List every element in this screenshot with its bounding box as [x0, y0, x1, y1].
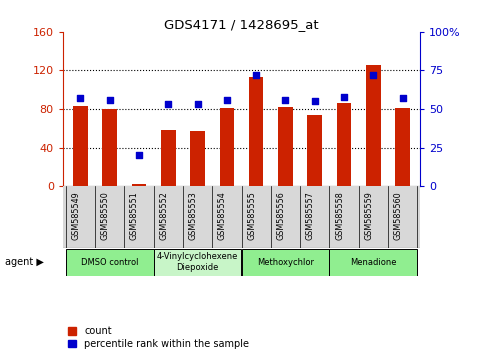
- Point: [252, 72, 260, 78]
- Text: DMSO control: DMSO control: [81, 258, 139, 267]
- Text: GSM585556: GSM585556: [276, 191, 285, 240]
- Bar: [337, 103, 351, 186]
- Bar: [73, 106, 88, 186]
- Point: [223, 97, 231, 103]
- Text: Menadione: Menadione: [350, 258, 397, 267]
- Text: GSM585550: GSM585550: [100, 191, 110, 240]
- Bar: [278, 107, 293, 186]
- Point: [369, 72, 377, 78]
- Bar: [161, 130, 176, 186]
- Point: [399, 96, 407, 101]
- Point: [164, 102, 172, 107]
- Bar: [102, 109, 117, 186]
- Bar: [132, 184, 146, 186]
- Bar: [154, 249, 242, 275]
- Text: GSM585553: GSM585553: [188, 191, 198, 240]
- Text: GSM585551: GSM585551: [130, 191, 139, 240]
- Text: Methoxychlor: Methoxychlor: [257, 258, 314, 267]
- Text: GSM585558: GSM585558: [335, 191, 344, 240]
- Point: [340, 94, 348, 99]
- Text: GSM585552: GSM585552: [159, 191, 168, 240]
- Bar: [66, 249, 154, 275]
- Text: GSM585559: GSM585559: [364, 191, 373, 240]
- Point: [135, 153, 143, 158]
- Bar: [395, 108, 410, 186]
- Text: GSM585557: GSM585557: [306, 191, 315, 240]
- Point: [76, 96, 84, 101]
- Point: [282, 97, 289, 103]
- Point: [106, 97, 114, 103]
- Text: GSM585554: GSM585554: [218, 191, 227, 240]
- Text: agent ▶: agent ▶: [5, 257, 43, 267]
- Bar: [329, 249, 417, 275]
- Text: GSM585555: GSM585555: [247, 191, 256, 240]
- Bar: [220, 108, 234, 186]
- Text: GSM585549: GSM585549: [71, 191, 80, 240]
- Text: GSM585560: GSM585560: [394, 191, 403, 240]
- Point: [194, 102, 201, 107]
- Text: 4-Vinylcyclohexene
Diepoxide: 4-Vinylcyclohexene Diepoxide: [157, 252, 238, 272]
- Bar: [249, 77, 263, 186]
- Bar: [366, 65, 381, 186]
- Point: [311, 98, 319, 104]
- Bar: [242, 249, 329, 275]
- Legend: count, percentile rank within the sample: count, percentile rank within the sample: [68, 326, 249, 349]
- Bar: [307, 115, 322, 186]
- Title: GDS4171 / 1428695_at: GDS4171 / 1428695_at: [164, 18, 319, 31]
- Bar: [190, 131, 205, 186]
